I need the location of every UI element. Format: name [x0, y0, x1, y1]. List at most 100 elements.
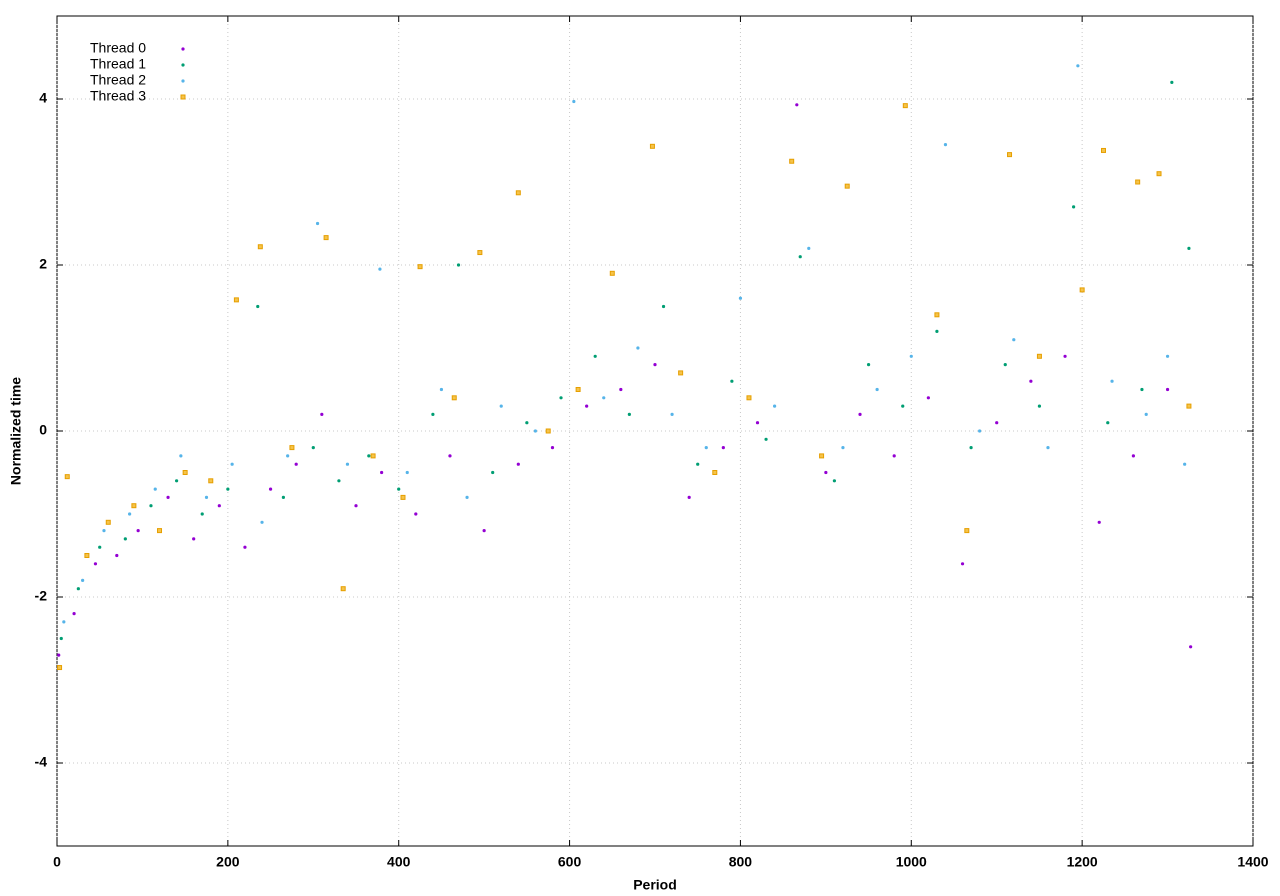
point [131, 503, 137, 509]
point [451, 395, 457, 401]
point [926, 396, 930, 400]
legend-marker [180, 94, 186, 100]
point [1037, 404, 1042, 408]
point [230, 462, 234, 466]
point [746, 395, 752, 401]
point [550, 446, 555, 450]
point [1012, 338, 1016, 342]
point [378, 267, 382, 271]
point [286, 454, 290, 458]
point [200, 512, 204, 516]
point [157, 528, 163, 534]
series-points [62, 64, 1187, 624]
x-axis-label: Period [633, 877, 677, 893]
point [824, 470, 828, 475]
point [1101, 147, 1106, 153]
legend-marker [181, 79, 185, 83]
point [533, 429, 538, 433]
point [268, 487, 273, 491]
x-tick-label: 1200 [1067, 854, 1098, 870]
point [1165, 354, 1170, 358]
point [84, 553, 90, 558]
point [260, 520, 264, 524]
series-points [59, 80, 1191, 641]
y-tick-label: -4 [35, 754, 48, 770]
legend-label: Thread 0 [90, 40, 146, 56]
point [115, 553, 119, 558]
point [819, 453, 825, 459]
point [995, 421, 999, 425]
point [678, 370, 684, 376]
legend-label: Thread 2 [90, 72, 146, 88]
point [892, 454, 896, 458]
point [1106, 421, 1110, 425]
point [57, 665, 63, 671]
point [661, 304, 666, 309]
y-axis-label: Normalized time [8, 377, 24, 485]
point [400, 494, 406, 500]
point [81, 578, 85, 583]
point [1140, 387, 1144, 392]
point [1189, 645, 1193, 649]
point [1007, 152, 1013, 158]
point [289, 445, 295, 451]
point [969, 446, 973, 450]
y-tick-label: -2 [35, 588, 48, 604]
point [257, 244, 263, 250]
point [315, 221, 320, 226]
point [844, 183, 850, 189]
point [105, 519, 111, 525]
x-tick-label: 200 [216, 854, 240, 870]
point [256, 304, 260, 309]
point [414, 512, 418, 516]
point [405, 470, 409, 475]
point [311, 446, 315, 450]
x-tick-label: 400 [387, 854, 411, 870]
point [525, 421, 529, 425]
point [1072, 205, 1076, 209]
point [1097, 520, 1101, 524]
point [960, 562, 965, 566]
point [179, 454, 183, 458]
point [417, 264, 423, 270]
point [670, 412, 674, 416]
point [738, 296, 743, 300]
point [575, 387, 581, 392]
point [1003, 363, 1007, 367]
point [798, 255, 802, 259]
point [465, 495, 469, 499]
point [431, 412, 435, 416]
point [712, 470, 718, 475]
point [380, 470, 384, 475]
point [619, 387, 623, 392]
point [233, 297, 239, 303]
point [789, 158, 795, 164]
point [593, 354, 597, 358]
x-tick-label: 1400 [1237, 854, 1268, 870]
point [456, 263, 461, 267]
point [192, 537, 196, 541]
point [1186, 403, 1192, 409]
point [57, 653, 61, 657]
point [354, 504, 358, 508]
point [964, 528, 970, 534]
point [609, 270, 615, 276]
point [182, 470, 188, 475]
point [875, 387, 879, 392]
point [602, 396, 606, 400]
x-tick-label: 1000 [896, 854, 927, 870]
point [721, 446, 725, 450]
point [1046, 446, 1050, 450]
point [337, 479, 341, 483]
point [704, 446, 708, 450]
point [204, 495, 209, 499]
point [439, 387, 444, 392]
point [866, 363, 871, 367]
point [208, 478, 214, 484]
point [166, 495, 170, 499]
point [559, 396, 563, 400]
point [773, 404, 777, 408]
point [76, 587, 80, 591]
legend-label: Thread 3 [90, 88, 146, 104]
